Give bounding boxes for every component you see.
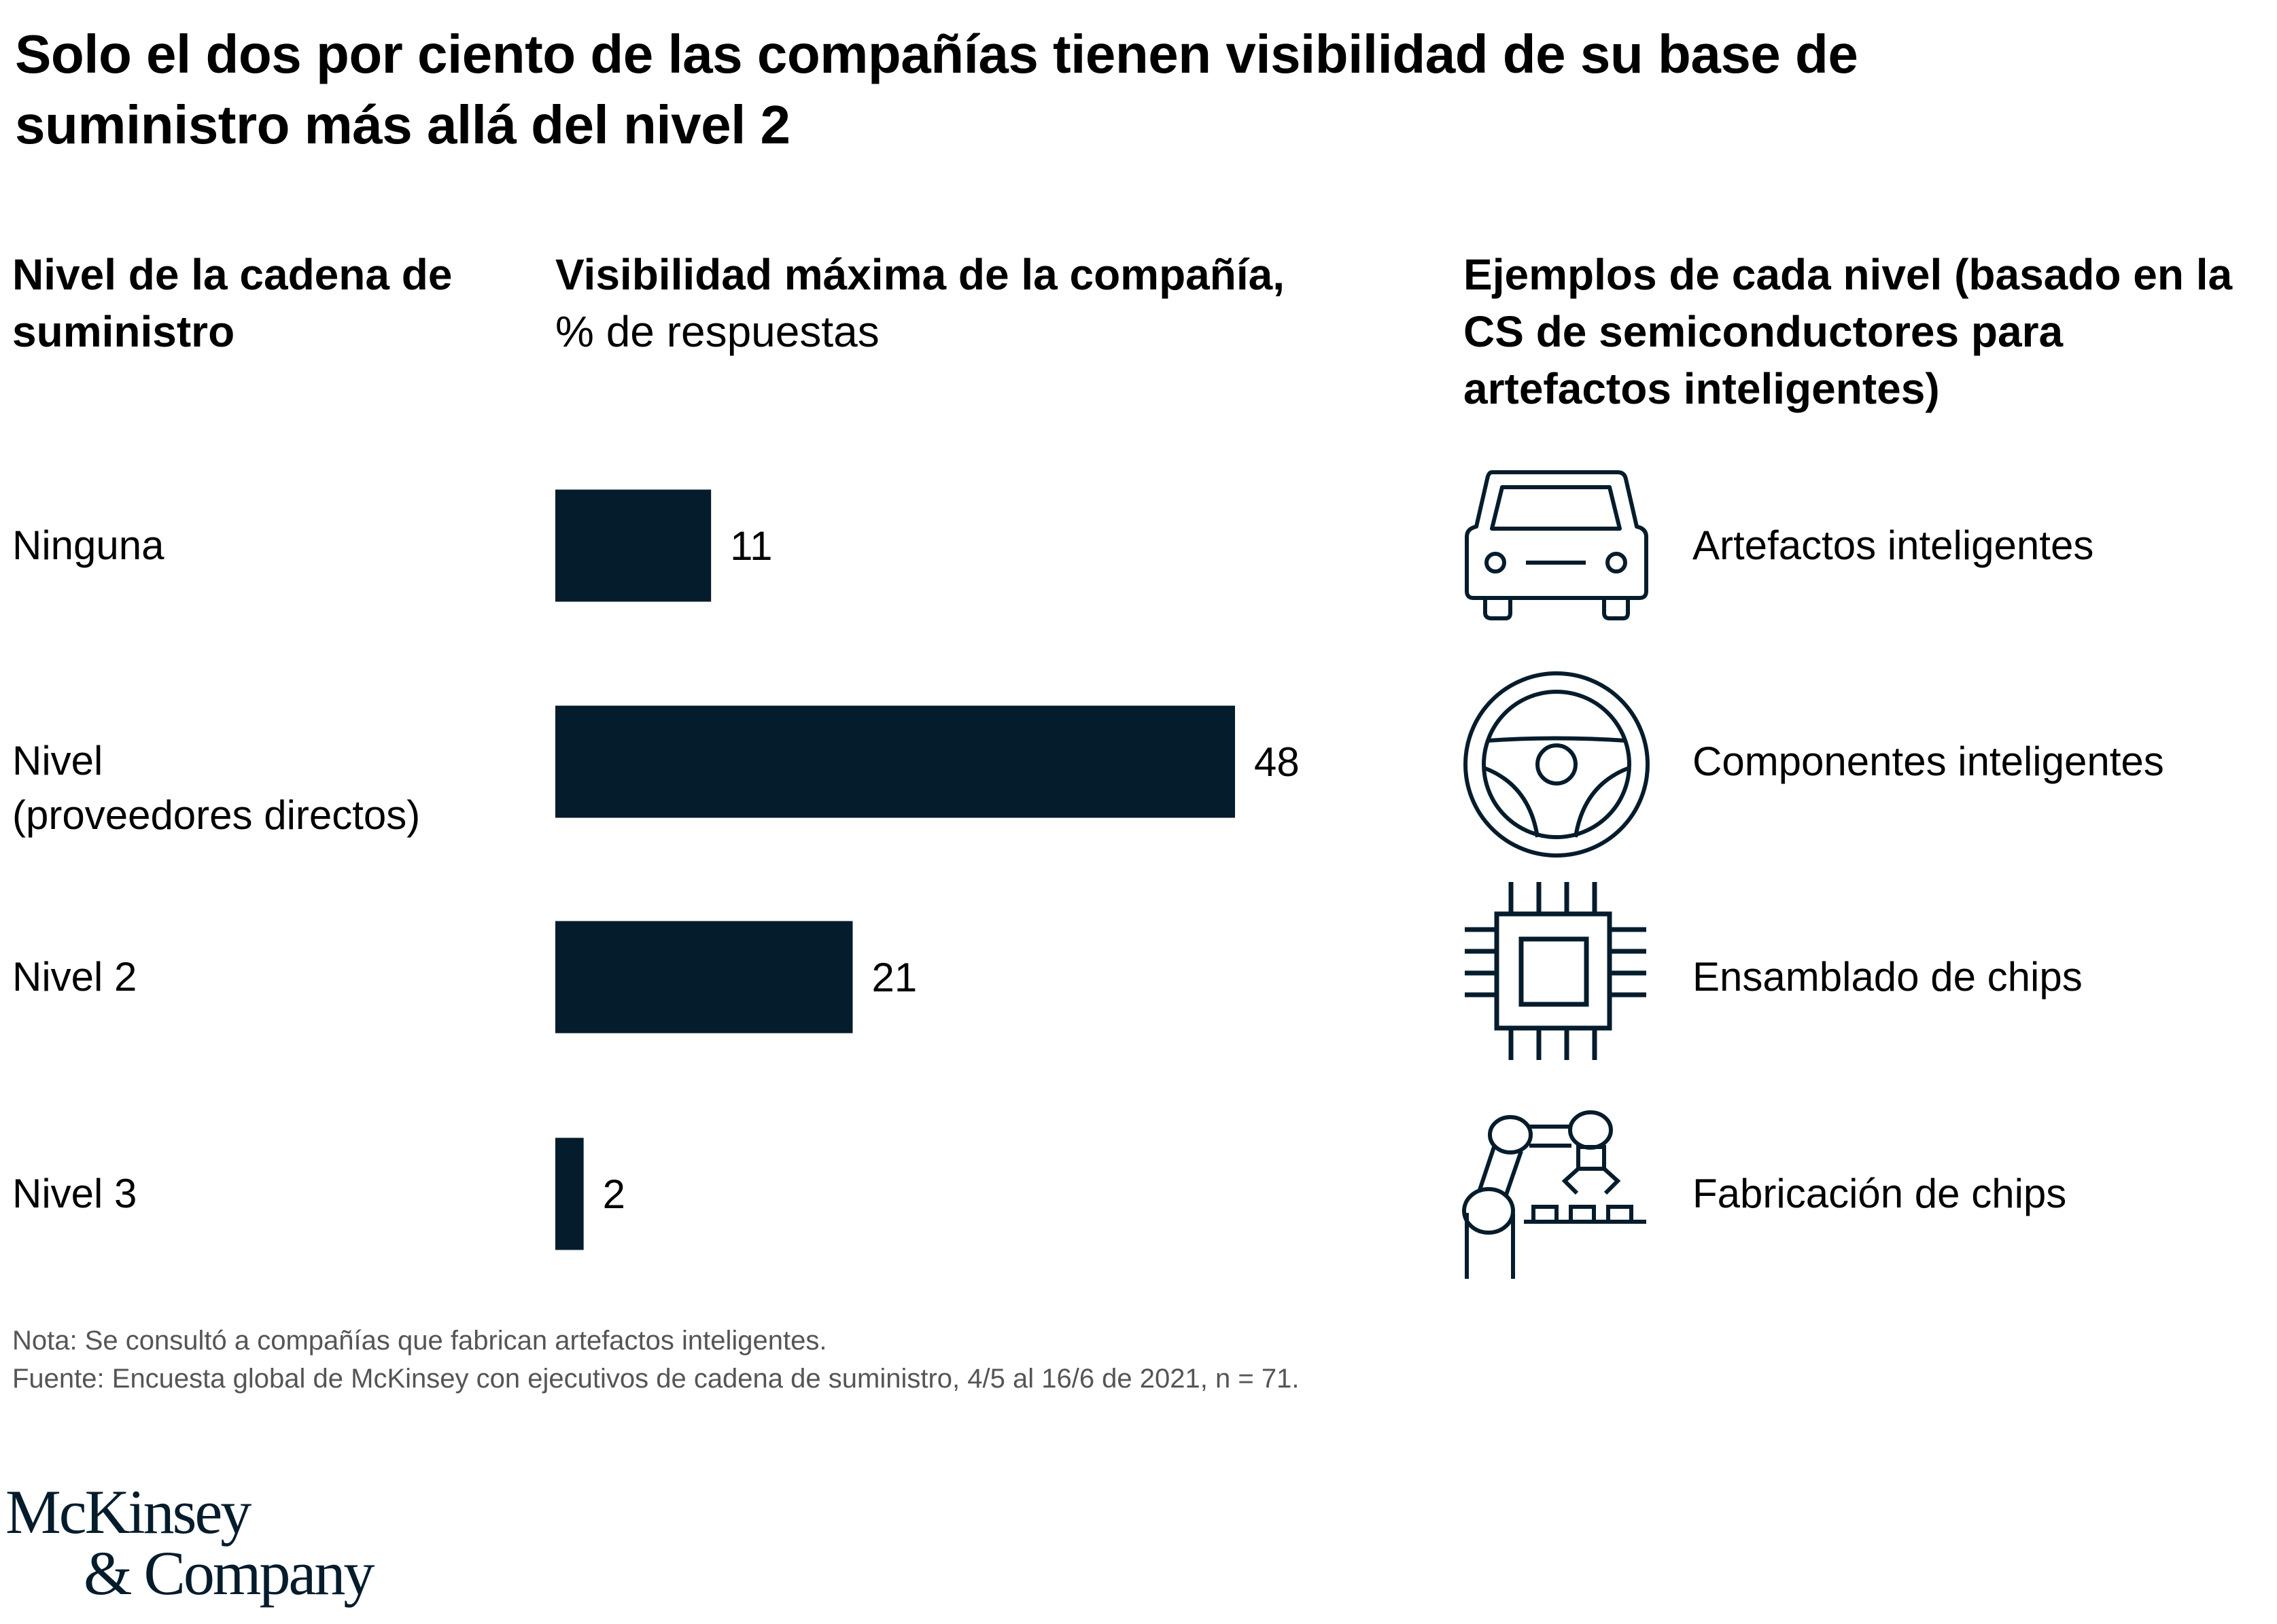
row-label-line: (proveedores directos) bbox=[12, 792, 421, 838]
example-label: Artefactos inteligentes bbox=[1692, 523, 2094, 568]
robot-arm-icon bbox=[1462, 1110, 1646, 1279]
visibility-column-header: Visibilidad máxima de la compañía, % de … bbox=[555, 246, 1439, 360]
footnotes: Nota: Se consultó a compañías que fabric… bbox=[12, 1322, 1299, 1398]
examples-header-text: Ejemplos de cada nivel (basado en la CS … bbox=[1463, 250, 2233, 413]
steering-wheel-icon bbox=[1463, 671, 1650, 858]
bar-0 bbox=[555, 489, 712, 602]
row-label-line: Nivel bbox=[12, 738, 103, 783]
car-icon bbox=[1465, 470, 1648, 620]
row-label-nivel-1: Nivel (proveedores directos) bbox=[12, 734, 420, 843]
logo-line-1: McKinsey bbox=[5, 1477, 251, 1547]
chip-icon bbox=[1465, 882, 1646, 1060]
chart-title: Solo el dos por ciento de las compañías … bbox=[15, 24, 1858, 155]
example-label: Ensamblado de chips bbox=[1692, 954, 2083, 1000]
row-label-line: Ninguna bbox=[12, 523, 164, 568]
row-label-ninguna: Ninguna bbox=[12, 518, 164, 573]
note-text: Nota: Se consultó a compañías que fabric… bbox=[12, 1326, 827, 1356]
bar-1 bbox=[555, 705, 1235, 818]
bar-value-label: 21 bbox=[872, 955, 918, 1000]
levels-column-header: Nivel de la cadena de suministro bbox=[12, 246, 488, 360]
bar-value-label: 48 bbox=[1254, 739, 1300, 785]
source-text: Fuente: Encuesta global de McKinsey con … bbox=[12, 1364, 1300, 1394]
bar-2 bbox=[555, 921, 853, 1034]
row-label-nivel-2: Nivel 2 bbox=[12, 950, 137, 1004]
example-label: Fabricación de chips bbox=[1692, 1171, 2067, 1216]
bar-3 bbox=[555, 1137, 584, 1250]
bar-value-label: 2 bbox=[603, 1171, 625, 1217]
logo-line-2: & Company bbox=[84, 1538, 375, 1608]
row-label-nivel-3: Nivel 3 bbox=[12, 1167, 137, 1221]
visibility-header-unit: % de respuestas bbox=[555, 307, 880, 356]
row-label-line: Nivel 3 bbox=[12, 1171, 137, 1216]
bar-value-label: 11 bbox=[730, 523, 772, 569]
visibility-header-text: Visibilidad máxima de la compañía, bbox=[555, 250, 1285, 299]
mckinsey-logo: McKinsey & Company bbox=[5, 1477, 375, 1608]
examples-column-header: Ejemplos de cada nivel (basado en la CS … bbox=[1463, 246, 2277, 417]
row-label-line: Nivel 2 bbox=[12, 954, 137, 1000]
levels-header-text: Nivel de la cadena de suministro bbox=[12, 250, 453, 356]
example-label: Componentes inteligentes bbox=[1692, 739, 2164, 784]
